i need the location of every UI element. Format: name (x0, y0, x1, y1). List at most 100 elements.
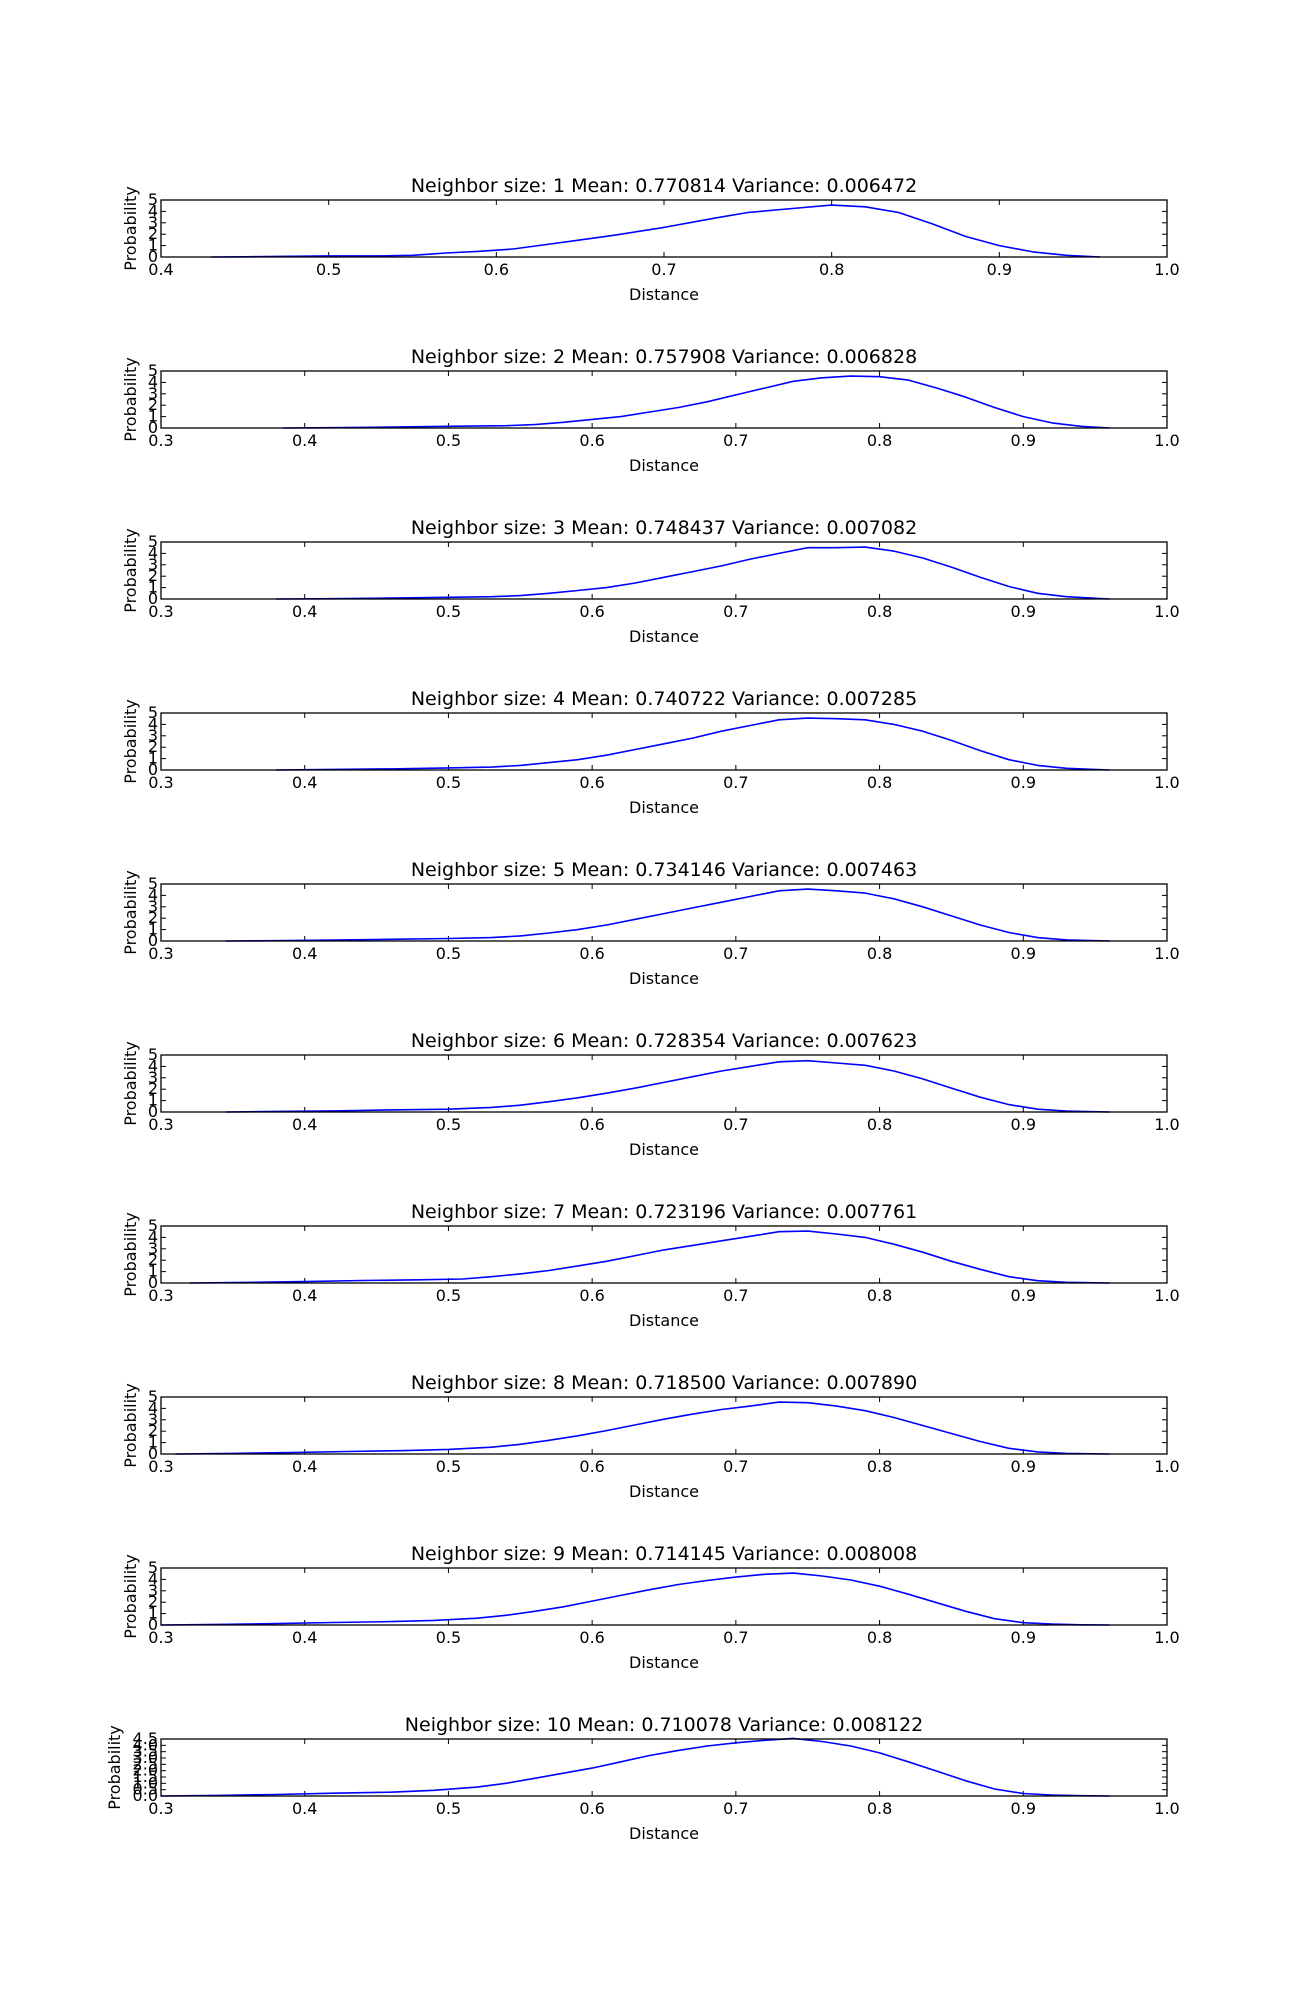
y-tick-label: 0 (148, 1615, 158, 1634)
y-tick-label: 1 (148, 1433, 158, 1452)
subplot-title: Neighbor size: 5 Mean: 0.734146 Variance… (411, 859, 917, 881)
y-axis-label: Probability (121, 357, 140, 442)
x-tick-label: 0.6 (579, 1457, 604, 1476)
y-tick-label: 2.0 (133, 1761, 158, 1780)
x-tick-label: 0.7 (723, 944, 748, 963)
plot-frame (160, 1738, 1168, 1797)
y-tick-label: 2 (148, 224, 158, 243)
plot-frame (160, 712, 1168, 771)
y-tick-label: 2 (148, 737, 158, 756)
y-tick-label: 2 (148, 1592, 158, 1611)
y-tick-label: 0 (148, 1273, 158, 1292)
x-tick-label: 0.4 (148, 260, 173, 279)
x-tick-label: 0.6 (579, 602, 604, 621)
x-tick-label: 0.5 (436, 1628, 461, 1647)
y-axis-label: Probability (121, 1212, 140, 1297)
x-tick-label: 0.9 (1011, 773, 1036, 792)
x-tick-label: 1.0 (1154, 1286, 1179, 1305)
x-tick-label: 0.4 (292, 602, 317, 621)
y-tick-label: 4.0 (133, 1735, 158, 1754)
x-tick-label: 0.6 (579, 431, 604, 450)
x-tick-label: 0.6 (579, 944, 604, 963)
density-curve-series-1 (211, 204, 1100, 258)
x-tick-label: 0.9 (1011, 602, 1036, 621)
x-tick-label: 0.6 (484, 260, 509, 279)
y-tick-label: 4 (148, 201, 158, 220)
subplot-title: Neighbor size: 1 Mean: 0.770814 Variance… (411, 175, 917, 197)
plot-frame (160, 1225, 1168, 1284)
y-tick-label: 5 (148, 1045, 158, 1064)
x-tick-label: 0.7 (723, 1286, 748, 1305)
y-tick-label: 4 (148, 885, 158, 904)
x-axis-label: Distance (629, 627, 699, 646)
x-tick-label: 0.4 (292, 1799, 317, 1818)
y-tick-label: 4 (148, 1398, 158, 1417)
density-curve-series-1 (275, 546, 1110, 600)
y-tick-label: 5 (148, 874, 158, 893)
x-tick-label: 0.9 (1011, 1286, 1036, 1305)
subplot-title: Neighbor size: 8 Mean: 0.718500 Variance… (411, 1372, 917, 1394)
y-tick-label: 3 (148, 555, 158, 574)
y-tick-label: 5 (148, 532, 158, 551)
x-tick-label: 0.3 (148, 944, 173, 963)
y-tick-label: 1 (148, 1262, 158, 1281)
x-tick-label: 0.4 (292, 1115, 317, 1134)
x-tick-label: 0.7 (723, 602, 748, 621)
subplot-2: Neighbor size: 2 Mean: 0.757908 Variance… (121, 346, 1180, 475)
x-tick-label: 0.3 (148, 773, 173, 792)
y-tick-label: 4 (148, 1569, 158, 1588)
y-tick-label: 1 (148, 236, 158, 255)
y-axis-label: Probability (121, 1383, 140, 1468)
y-tick-label: 2 (148, 1421, 158, 1440)
y-axis-label: Probability (105, 1725, 124, 1810)
x-axis-label: Distance (629, 456, 699, 475)
x-tick-label: 0.5 (436, 1457, 461, 1476)
y-tick-label: 4 (148, 1056, 158, 1075)
x-tick-label: 0.9 (987, 260, 1012, 279)
y-tick-label: 0.0 (133, 1786, 158, 1805)
y-tick-label: 4 (148, 714, 158, 733)
subplot-1: Neighbor size: 1 Mean: 0.770814 Variance… (121, 175, 1180, 304)
subplot-title: Neighbor size: 7 Mean: 0.723196 Variance… (411, 1201, 917, 1223)
density-curve-series-1 (175, 1401, 1110, 1455)
x-tick-label: 0.4 (292, 1457, 317, 1476)
density-curve-series-1 (275, 717, 1110, 771)
y-tick-label: 1 (148, 749, 158, 768)
x-tick-label: 0.4 (292, 1628, 317, 1647)
x-tick-label: 0.5 (436, 602, 461, 621)
x-axis-label: Distance (629, 969, 699, 988)
x-tick-label: 0.6 (579, 773, 604, 792)
x-tick-label: 0.5 (436, 773, 461, 792)
subplot-title: Neighbor size: 3 Mean: 0.748437 Variance… (411, 517, 917, 539)
x-tick-label: 0.3 (148, 602, 173, 621)
subplot-title: Neighbor size: 4 Mean: 0.740722 Variance… (411, 688, 917, 710)
subplot-6: Neighbor size: 6 Mean: 0.728354 Variance… (121, 1030, 1180, 1159)
y-tick-label: 5 (148, 1216, 158, 1235)
y-tick-label: 0 (148, 931, 158, 950)
x-tick-label: 0.8 (867, 1799, 892, 1818)
y-tick-label: 3.0 (133, 1748, 158, 1767)
y-tick-label: 2 (148, 395, 158, 414)
y-tick-label: 2 (148, 566, 158, 585)
plot-frame (160, 541, 1168, 600)
x-tick-label: 0.4 (292, 773, 317, 792)
y-axis-label: Probability (121, 1554, 140, 1639)
x-tick-label: 0.3 (148, 1457, 173, 1476)
x-tick-label: 0.3 (148, 1799, 173, 1818)
y-axis-label: Probability (121, 870, 140, 955)
y-tick-label: 2.5 (133, 1754, 158, 1773)
x-tick-label: 0.7 (723, 1115, 748, 1134)
x-tick-label: 1.0 (1154, 1799, 1179, 1818)
x-tick-label: 0.4 (292, 431, 317, 450)
subplot-title: Neighbor size: 6 Mean: 0.728354 Variance… (411, 1030, 917, 1052)
y-axis-label: Probability (121, 528, 140, 613)
x-axis-label: Distance (629, 798, 699, 817)
subplot-7: Neighbor size: 7 Mean: 0.723196 Variance… (121, 1201, 1180, 1330)
y-axis-label: Probability (121, 699, 140, 784)
subplot-5: Neighbor size: 5 Mean: 0.734146 Variance… (121, 859, 1180, 988)
x-tick-label: 0.8 (819, 260, 844, 279)
x-tick-label: 1.0 (1154, 260, 1179, 279)
x-tick-label: 0.8 (867, 1115, 892, 1134)
x-tick-label: 0.9 (1011, 431, 1036, 450)
y-tick-label: 5 (148, 361, 158, 380)
